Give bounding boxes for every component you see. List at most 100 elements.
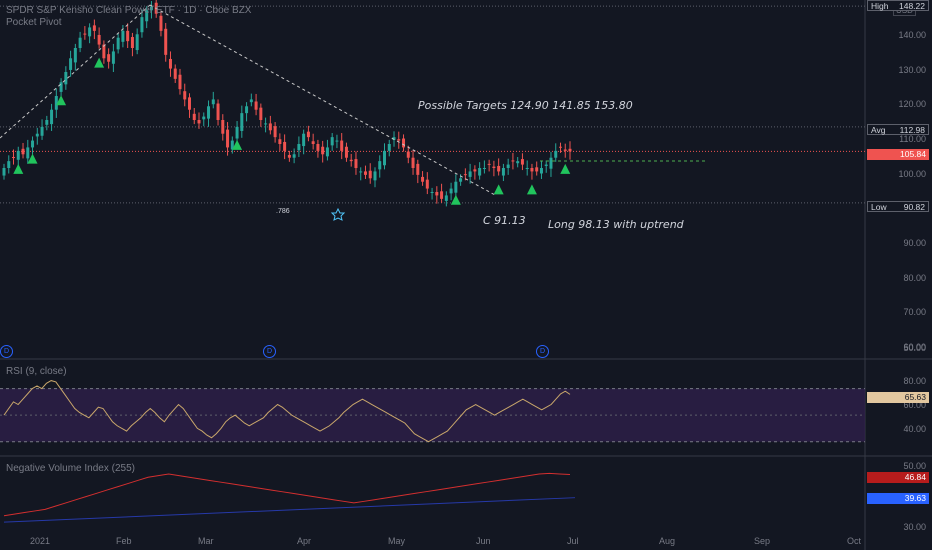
candle-body xyxy=(40,126,44,136)
candle-body xyxy=(501,168,505,176)
candle-body xyxy=(454,181,458,193)
candle-body xyxy=(221,120,225,134)
candle-body xyxy=(130,37,134,48)
candle-body xyxy=(292,154,296,158)
candle-body xyxy=(283,141,287,151)
candle-body xyxy=(387,144,391,151)
x-tick: Aug xyxy=(659,536,676,546)
nvi-tick: 50.00 xyxy=(903,461,926,471)
candle-body xyxy=(321,146,325,155)
candle-body xyxy=(168,58,172,69)
candle-body xyxy=(354,159,358,168)
pocket-pivot-triangle xyxy=(232,139,243,150)
candle-body xyxy=(187,97,191,110)
nvi-line xyxy=(3,472,571,517)
price-tick: 120.00 xyxy=(898,99,926,109)
candle-body xyxy=(506,164,510,168)
c-level-annotation[interactable]: C 91.13 xyxy=(483,214,526,227)
x-tick: Mar xyxy=(198,536,214,546)
candle-body xyxy=(226,129,230,148)
candle-body xyxy=(116,37,120,50)
candle-body xyxy=(368,170,372,179)
candle-body xyxy=(16,150,20,160)
candle-body xyxy=(88,27,92,37)
candle-body xyxy=(254,101,258,110)
candle-body xyxy=(416,163,420,175)
candle-body xyxy=(54,96,58,110)
pocket-pivot-triangle xyxy=(56,95,67,106)
dividend-marker[interactable]: D xyxy=(0,345,13,358)
rsi-legend[interactable]: RSI (9, close) xyxy=(6,366,67,377)
candle-body xyxy=(297,144,301,151)
candle-body xyxy=(568,148,572,152)
pocket-pivot-triangle xyxy=(493,184,504,195)
rsi-line xyxy=(3,380,571,443)
candle-body xyxy=(544,164,548,166)
candle-body xyxy=(549,157,553,169)
candle-body xyxy=(459,178,463,182)
candle-body xyxy=(511,160,515,162)
candle-body xyxy=(259,107,263,120)
candle-body xyxy=(149,6,153,11)
candle-body xyxy=(421,176,425,182)
candle-body xyxy=(35,133,39,137)
candle-body xyxy=(107,54,111,62)
high-tag: High 148.22 xyxy=(867,0,929,11)
candle-body xyxy=(330,137,334,146)
symbol-legend[interactable]: SPDR S&P Kensho Clean Power ETF · 1D · C… xyxy=(6,5,252,16)
candle-body xyxy=(463,174,467,176)
pocket-pivot-triangle xyxy=(94,57,105,68)
candle-body xyxy=(335,140,339,142)
candle-body xyxy=(535,167,539,172)
candle-body xyxy=(31,140,35,148)
candle-body xyxy=(121,30,125,42)
rsi-tick: 80.00 xyxy=(903,376,926,386)
candle-body xyxy=(302,133,306,147)
nvi-last-tag: 46.84 xyxy=(867,472,929,483)
candle-body xyxy=(159,15,163,31)
candle-body xyxy=(245,106,249,114)
fib-annotation[interactable]: .786 xyxy=(276,208,290,215)
candle-body xyxy=(26,147,30,159)
candle-body xyxy=(183,91,187,100)
pocket-pivot-triangle xyxy=(450,194,461,205)
price-tick: 80.00 xyxy=(903,273,926,283)
candle-body xyxy=(444,195,448,201)
candle-body xyxy=(311,141,315,144)
candle-body xyxy=(50,109,54,125)
star-marker xyxy=(330,207,346,221)
candle-body xyxy=(435,192,439,196)
candle-body xyxy=(344,146,348,158)
x-tick: Feb xyxy=(116,536,132,546)
candle-body xyxy=(268,123,272,131)
candle-body xyxy=(406,151,410,158)
price-tick: 110.00 xyxy=(899,134,926,144)
candle-body xyxy=(111,51,115,64)
nvi-legend[interactable]: Negative Volume Index (255) xyxy=(6,463,135,474)
candle-body xyxy=(207,106,211,119)
x-tick: Oct xyxy=(847,536,862,546)
candle-body xyxy=(563,149,567,151)
candle-body xyxy=(440,191,444,199)
candle-body xyxy=(64,72,68,85)
long-annotation[interactable]: Long 98.13 with uptrend xyxy=(548,218,684,231)
candle-body xyxy=(92,25,96,31)
candle-body xyxy=(12,157,16,159)
dividend-marker[interactable]: D xyxy=(263,345,276,358)
candle-body xyxy=(202,116,206,120)
candle-body xyxy=(140,17,144,33)
dividend-marker[interactable]: D xyxy=(536,345,549,358)
candle-body xyxy=(340,140,344,151)
candle-body xyxy=(430,192,434,193)
candle-body xyxy=(97,34,101,45)
low-tag: Low 90.82 xyxy=(867,201,929,212)
candle-body xyxy=(306,131,310,138)
pocket-pivot-legend[interactable]: Pocket Pivot xyxy=(6,17,62,28)
candle-body xyxy=(383,150,387,166)
targets-annotation[interactable]: Possible Targets 124.90 141.85 153.80 xyxy=(418,99,633,112)
candle-body xyxy=(487,163,491,165)
candle-body xyxy=(492,166,496,168)
candle-body xyxy=(73,48,77,63)
